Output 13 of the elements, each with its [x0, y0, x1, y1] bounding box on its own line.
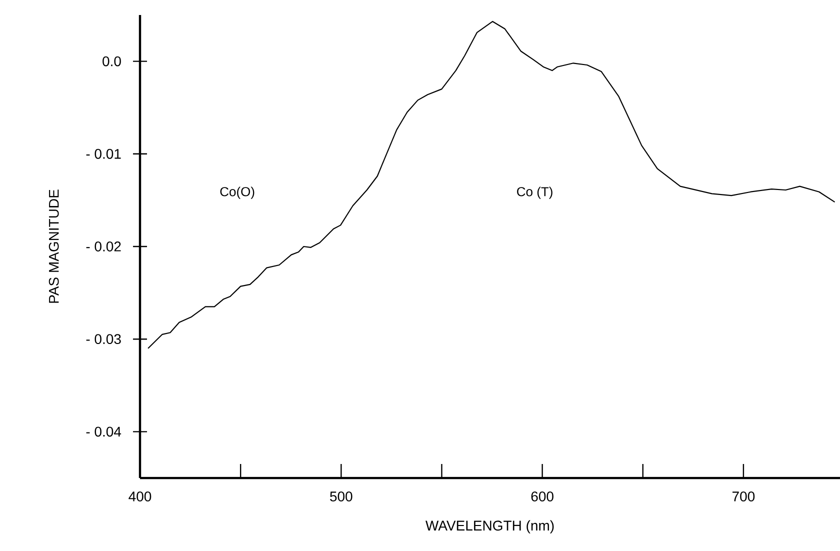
x-axis-title: WAVELENGTH (nm) — [426, 520, 554, 534]
x-tick-label: 500 — [330, 492, 352, 502]
x-tick-label: 600 — [531, 492, 554, 502]
y-tick-label: - 0.03 — [86, 334, 121, 344]
annotation: Co (T) — [517, 186, 552, 199]
x-tick-label: 700 — [732, 492, 755, 502]
y-tick-label: 0.0 — [102, 56, 121, 66]
annotation: Co(O) — [220, 186, 254, 199]
y-tick-label: - 0.01 — [86, 148, 121, 159]
y-tick-label: - 0.02 — [86, 242, 121, 252]
y-tick-label: - 0.04 — [86, 426, 122, 437]
y-axis-title: PAS MAGNITUDE — [48, 190, 59, 303]
x-tick-label: 400 — [128, 492, 152, 502]
